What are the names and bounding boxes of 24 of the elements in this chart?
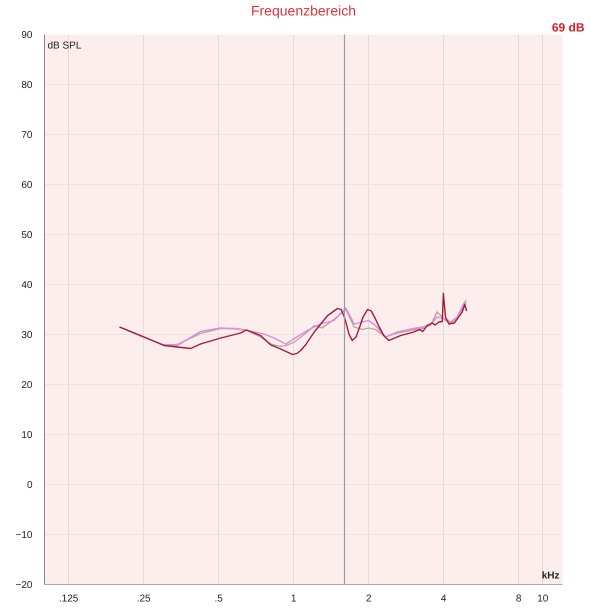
- y-tick-label: 70: [21, 130, 33, 141]
- annotation: 69 dB: [552, 20, 585, 34]
- x-tick-label: .125: [58, 594, 79, 604]
- y-tick-label: 50: [21, 230, 33, 241]
- x-tick-label: 1: [290, 594, 297, 604]
- y-tick-label: 80: [21, 80, 33, 91]
- y-tick-label: −20: [16, 580, 33, 591]
- y-tick-label: 40: [21, 280, 33, 291]
- x-tick-label: 4: [440, 594, 447, 604]
- y-tick-label: −10: [16, 530, 33, 541]
- x-tick-label: .25: [136, 594, 152, 604]
- y-tick-label: 60: [21, 180, 33, 191]
- y-axis-title: dB SPL: [48, 40, 82, 52]
- x-tick-label: .5: [214, 594, 224, 604]
- y-tick-label: 10: [21, 430, 33, 441]
- y-tick-label: 30: [21, 330, 33, 341]
- x-axis-title: kHz: [542, 570, 560, 582]
- x-tick-label: 8: [516, 594, 522, 604]
- y-tick-label: 0: [26, 480, 33, 491]
- y-tick-label: 20: [21, 380, 33, 391]
- x-tick-label: 2: [366, 594, 372, 604]
- y-tick-label: 90: [21, 30, 33, 41]
- chart-title: Frequenzbereich: [250, 2, 356, 18]
- x-tick-label: 10: [537, 594, 549, 604]
